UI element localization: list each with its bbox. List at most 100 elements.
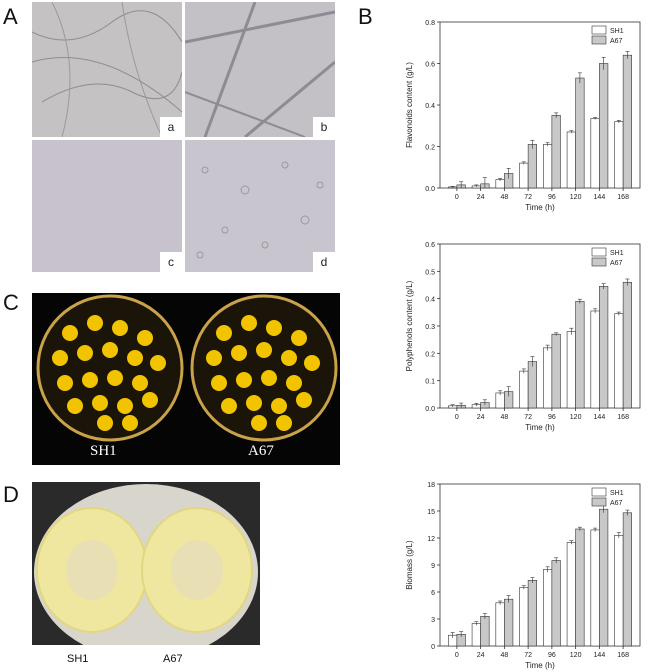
colony <box>206 350 222 366</box>
colony <box>256 342 272 358</box>
panel-label-c: C <box>3 290 19 315</box>
y-tick-label: 0.2 <box>425 351 435 358</box>
bar-a67 <box>527 361 537 409</box>
colony <box>304 355 320 371</box>
x-tick-label: 72 <box>524 652 532 659</box>
bar-a67 <box>551 115 561 189</box>
colony <box>251 415 267 431</box>
x-axis-label: Time (h) <box>525 203 555 212</box>
bar-a67 <box>575 301 585 409</box>
mycelium-dish-photo <box>32 482 260 660</box>
colony-plates-photo: SH1 A67 <box>32 293 340 465</box>
legend-label: A67 <box>610 500 623 507</box>
panel-label-d: D <box>3 482 19 507</box>
x-tick-label: 24 <box>477 194 485 201</box>
colony <box>221 398 237 414</box>
y-tick-label: 0.3 <box>425 324 435 331</box>
bar-sh1 <box>614 534 624 647</box>
bar-a67 <box>480 615 490 647</box>
colony <box>211 375 227 391</box>
bar-sh1 <box>590 118 600 189</box>
x-tick-label: 96 <box>548 652 556 659</box>
y-tick-label: 0.6 <box>425 242 435 249</box>
x-tick-label: 144 <box>594 194 606 201</box>
legend-label: A67 <box>610 260 623 267</box>
x-axis-label: Time (h) <box>525 423 555 432</box>
bar-sh1 <box>566 331 576 409</box>
plot-frame <box>439 483 641 647</box>
hyphae-texture-b <box>185 2 335 137</box>
colony <box>261 370 277 386</box>
x-tick-label: 48 <box>500 194 508 201</box>
y-axis-label: Polyphenols content (g/L) <box>405 280 414 371</box>
panel-label-a: A <box>3 4 18 29</box>
bar-a67 <box>622 54 632 189</box>
x-tick-label: 48 <box>500 652 508 659</box>
colony <box>216 325 232 341</box>
micrograph-a: a <box>32 2 182 137</box>
x-tick-label: 48 <box>500 414 508 421</box>
bar-a67 <box>599 63 609 189</box>
y-axis-label: Flavonoids content (g/L) <box>405 62 414 148</box>
colony <box>241 315 257 331</box>
colony <box>236 372 252 388</box>
colony <box>97 415 113 431</box>
micrograph-tag-d: d <box>313 252 335 272</box>
x-tick-label: 24 <box>477 652 485 659</box>
x-tick-label: 96 <box>548 194 556 201</box>
colony <box>62 325 78 341</box>
y-tick-label: 0.6 <box>425 62 435 69</box>
colony <box>87 315 103 331</box>
y-tick-label: 18 <box>427 482 435 489</box>
colony <box>112 320 128 336</box>
bar-sh1 <box>543 569 553 647</box>
y-tick-label: 3 <box>431 617 435 624</box>
legend-label: SH1 <box>610 250 624 257</box>
x-tick-label: 120 <box>570 414 582 421</box>
y-tick-label: 6 <box>431 590 435 597</box>
legend-swatch <box>591 487 607 497</box>
bar-sh1 <box>543 144 553 189</box>
x-tick-label: 0 <box>455 414 459 421</box>
colony <box>127 350 143 366</box>
colony <box>291 330 307 346</box>
y-tick-label: 15 <box>427 509 435 516</box>
colony <box>52 350 68 366</box>
x-tick-label: 168 <box>617 414 629 421</box>
bar-sh1 <box>519 587 529 647</box>
colony <box>132 375 148 391</box>
y-tick-label: 0 <box>431 644 435 651</box>
plate-caption-sh1: SH1 <box>90 443 117 459</box>
colony <box>67 398 83 414</box>
x-tick-label: 168 <box>617 652 629 659</box>
colony <box>92 395 108 411</box>
bar-sh1 <box>566 131 576 189</box>
micrograph-tag-b: b <box>313 117 335 137</box>
bar-a67 <box>551 333 561 409</box>
colony <box>82 372 98 388</box>
bar-a67 <box>527 579 537 647</box>
colony <box>296 392 312 408</box>
colony <box>122 415 138 431</box>
bar-sh1 <box>543 347 553 409</box>
bar-a67 <box>575 528 585 647</box>
colony <box>150 355 166 371</box>
x-tick-label: 72 <box>524 194 532 201</box>
x-tick-label: 96 <box>548 414 556 421</box>
panel-label-b: B <box>358 4 373 29</box>
colony <box>246 395 262 411</box>
bar-sh1 <box>590 529 600 647</box>
y-tick-label: 0.0 <box>425 406 435 413</box>
x-tick-label: 120 <box>570 652 582 659</box>
x-tick-label: 168 <box>617 194 629 201</box>
bar-sh1 <box>614 121 624 189</box>
y-tick-label: 0.4 <box>425 297 435 304</box>
bar-a67 <box>622 281 632 409</box>
colony <box>107 370 123 386</box>
bar-sh1 <box>519 162 529 189</box>
micrograph-c: c <box>32 140 182 272</box>
mycelium-dish-drawing <box>34 484 258 660</box>
y-tick-label: 0.5 <box>425 269 435 276</box>
micrograph-d: d <box>185 140 335 272</box>
